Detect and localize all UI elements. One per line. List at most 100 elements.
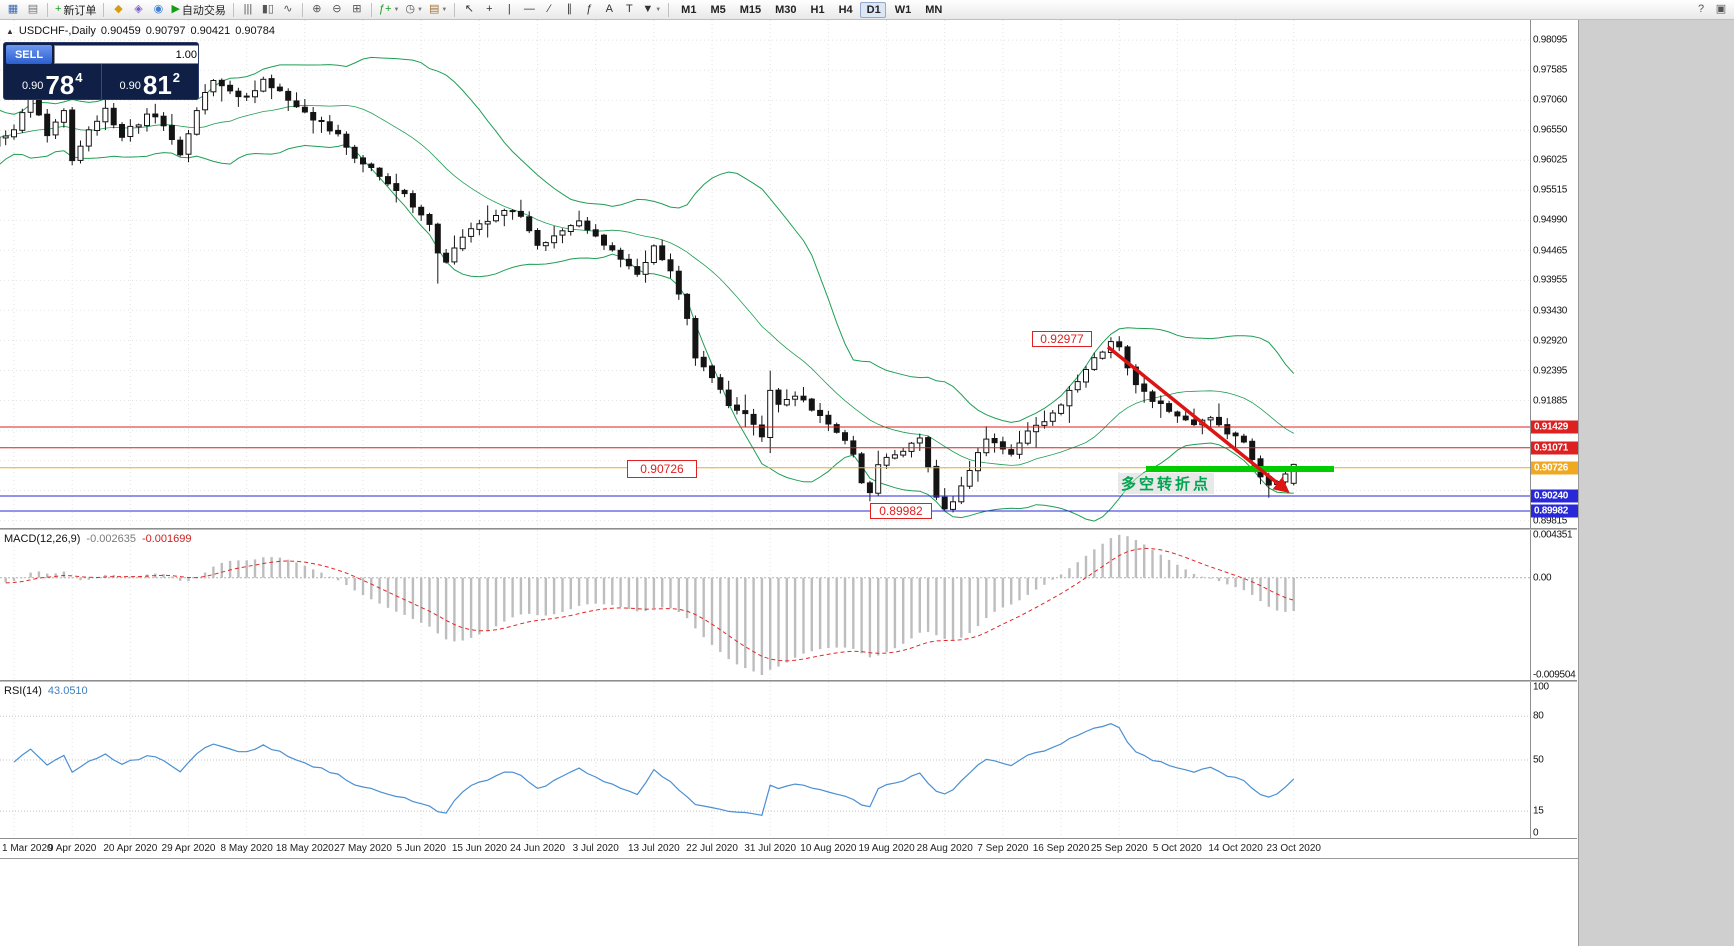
zoom-out-icon: ⊖ [332,3,342,15]
candle [601,234,607,246]
candle [933,465,940,498]
price-tag: 0.91429 [1531,420,1578,434]
candlestick-chart-icon[interactable]: ▮▯ [258,1,278,19]
tf-mn[interactable]: MN [918,2,947,18]
macd-scale[interactable]: 0.004351 0.00 -0.009504 [1530,530,1577,681]
date-label: 9 Apr 2020 [47,843,97,854]
channel-icon[interactable]: ∥ [559,1,579,19]
fibonacci-icon: ƒ [586,3,593,15]
trendline-icon[interactable]: ∕ [539,1,559,19]
candle [252,90,258,98]
profiles-icon: ▤ [27,3,39,15]
vertical-line-icon[interactable]: | [499,1,519,19]
horizontal-line-icon[interactable]: — [519,1,539,19]
line-chart-icon[interactable]: ∿ [278,1,298,19]
profiles-icon[interactable]: ▤ [23,1,43,19]
toolbar-separator [370,2,372,17]
candle [1033,424,1040,433]
macd-panel-plot[interactable] [0,530,1530,680]
zoom-out-icon[interactable]: ⊖ [327,1,347,19]
price-scale[interactable]: 0.98095 0.97585 0.97060 0.96550 0.96025 0.955… [1530,20,1578,528]
fibonacci-icon[interactable]: ƒ [579,1,599,19]
label-icon[interactable]: T [619,1,639,19]
candle [177,139,184,156]
tf-d1[interactable]: D1 [859,1,886,18]
toolbar: ▦ ▤ + 新订单 ◆ ◈ ◉ ▶ 自动交易 ||| ▮▯ ∿ ⊕ ⊖ ⊞ ƒ+ ▼ ◷ ▼ ▤ ▼ ↖ + | — ∕ ∥ ƒ A T ▼… [0,0,1734,20]
candle [326,121,333,132]
toolbar-group-order: + 新订单 [52,1,99,19]
periods-icon[interactable]: ◷ ▼ [402,1,426,19]
candle [451,247,458,263]
tile-windows-icon[interactable]: ⊞ [347,1,367,19]
zoom-in-icon[interactable]: ⊕ [307,1,327,19]
candle [675,270,682,295]
tf-m30[interactable]: M30 [768,2,801,18]
date-axis[interactable]: 1 Mar 2020 9 Apr 2020 20 Apr 2020 29 Apr 20… [0,838,1577,858]
candle [567,225,574,233]
tf-m1[interactable]: M1 [674,2,701,18]
bar-chart-icon[interactable]: ||| [238,1,258,19]
new-order-button[interactable]: + 新订单 [52,1,99,19]
candle [434,223,441,254]
tf-h4[interactable]: H4 [832,2,858,18]
candle [517,210,524,217]
tf-h1[interactable]: H1 [804,2,830,18]
tf-w1[interactable]: W1 [888,2,917,18]
price-annotation[interactable]: 0.92977 [1032,331,1092,347]
tf-m5[interactable]: M5 [703,2,730,18]
expert-advisor-icon[interactable]: ◈ [128,1,148,19]
price-annotation[interactable]: 0.89982 [870,503,932,519]
sell-button[interactable]: SELL [6,45,52,64]
trendline-icon: ∕ [548,3,551,15]
panel-separator-macd[interactable] [0,528,1577,530]
price-chart[interactable] [0,20,1530,528]
buy-price[interactable]: 0.90 81 2 [102,64,199,99]
candle [1024,430,1031,444]
price-scale-label: 0.96550 [1533,124,1568,136]
macd-scale-label: -0.009504 [1533,669,1576,681]
scripts-icon[interactable]: ◆ [108,1,128,19]
new-chart-icon[interactable]: ▦ [3,1,23,19]
templates-icon[interactable]: ▤ ▼ [426,1,450,19]
crosshair-icon[interactable]: + [479,1,499,19]
price-tag: 0.90240 [1531,489,1578,503]
price-scale-label: 0.95515 [1533,184,1568,196]
one-click-toggle-icon[interactable]: ▲ [6,26,14,36]
text-icon[interactable]: A [599,1,619,19]
dropdown-arrow-icon: ▼ [393,6,400,13]
price-scale-label: 0.97060 [1533,94,1568,106]
market-icon[interactable]: ◉ [148,1,168,19]
candle [700,356,707,368]
date-label: 10 Aug 2020 [800,843,857,854]
rsi-panel-plot[interactable] [0,682,1530,838]
buy-price-big: 81 [142,69,172,100]
autotrading-button[interactable]: ▶ 自动交易 [168,1,228,19]
candle [393,183,400,192]
indicators-icon[interactable]: ƒ+ ▼ [376,1,403,19]
arrows-icon[interactable]: ▼ ▼ [639,1,664,19]
candle [1058,404,1065,414]
price-annotation[interactable]: 0.90726 [627,460,697,478]
zoom-in-icon: ⊕ [312,3,322,15]
sell-price[interactable]: 0.90 78 4 [4,64,102,99]
toolbar-group-objects: ƒ+ ▼ ◷ ▼ ▤ ▼ [376,1,450,19]
volume-input[interactable] [55,46,198,63]
panel-separator-rsi[interactable] [0,680,1577,682]
macd-name: MACD(12,26,9) [4,533,81,545]
help-icon[interactable]: ? [1697,3,1705,15]
candle [1182,415,1189,421]
candle [684,293,691,319]
price-scale-label: 0.92395 [1533,365,1568,377]
tf-m15[interactable]: M15 [733,2,766,18]
horizontal-line-icon: — [523,3,535,15]
note-annotation[interactable]: 多空转折点 [1118,473,1215,494]
candle [11,129,17,138]
arrows-icon: ▼ [642,3,654,15]
windows-icon[interactable]: ▣ [1715,3,1727,15]
rsi-scale[interactable]: 100 80 50 15 0 [1530,682,1577,839]
autotrading-icon: ▶ [171,3,180,15]
candle [1016,442,1023,455]
price-scale-label: 0.94465 [1533,245,1568,257]
candle [916,437,923,444]
cursor-icon[interactable]: ↖ [459,1,479,19]
